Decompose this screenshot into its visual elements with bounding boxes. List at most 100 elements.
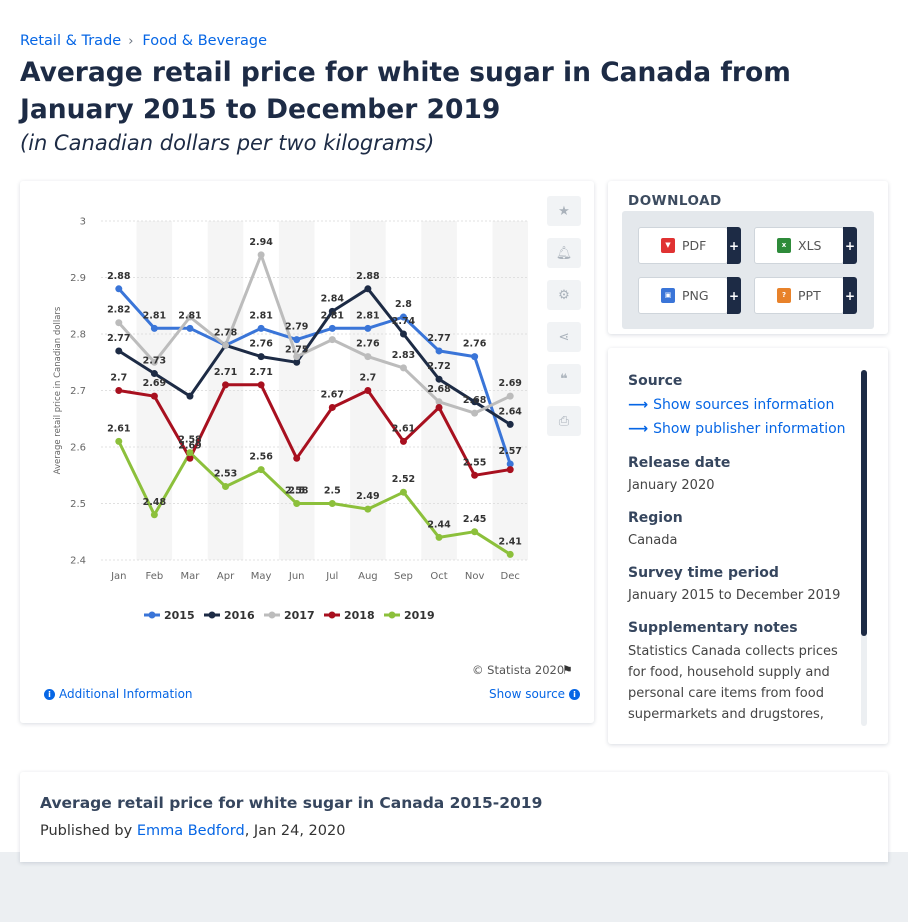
data-point-2018[interactable] — [293, 454, 301, 462]
series-line-2015[interactable] — [117, 287, 512, 465]
data-point-2016[interactable] — [364, 285, 372, 293]
show-publisher-link[interactable]: ⟶ Show publisher information — [628, 421, 846, 437]
data-point-2015[interactable] — [435, 347, 443, 355]
x-tick-label: Jan — [110, 571, 126, 582]
data-label-2019: 2.56 — [249, 452, 273, 463]
data-point-2015[interactable] — [150, 324, 158, 332]
data-point-2015[interactable] — [399, 313, 407, 321]
show-source-link[interactable]: Show source i — [489, 687, 584, 701]
data-point-2015[interactable] — [328, 324, 336, 332]
data-point-2019[interactable] — [399, 488, 407, 496]
legend-item-2018[interactable]: 2018 — [324, 609, 375, 622]
download-png-button[interactable]: ▣ PNG — [638, 277, 728, 314]
legend-item-2017[interactable]: 2017 — [264, 609, 315, 622]
bell-icon[interactable]: 🔔︎ — [547, 238, 581, 268]
show-sources-label: Show sources information — [653, 397, 835, 413]
data-point-2016[interactable] — [150, 370, 158, 378]
data-point-2019[interactable] — [328, 500, 336, 507]
data-point-2016[interactable] — [399, 330, 407, 338]
data-point-2019[interactable] — [150, 511, 158, 519]
data-point-2017[interactable] — [222, 341, 230, 349]
data-point-2018[interactable] — [399, 437, 407, 445]
x-tick-label: Sep — [394, 571, 413, 582]
data-point-2015[interactable] — [506, 460, 514, 468]
data-point-2018[interactable] — [150, 392, 158, 400]
data-point-2019[interactable] — [471, 528, 479, 536]
data-point-2017[interactable] — [186, 313, 194, 321]
series-line-2016[interactable] — [117, 287, 512, 426]
data-point-2015[interactable] — [186, 324, 194, 332]
release-date-label: Release date — [628, 455, 731, 471]
data-point-2016[interactable] — [257, 353, 265, 361]
data-label-2018: 2.69 — [143, 378, 166, 389]
data-point-2017[interactable] — [115, 319, 123, 327]
info-scrollbar[interactable] — [861, 370, 867, 726]
data-point-2016[interactable] — [186, 392, 194, 400]
data-point-2018[interactable] — [186, 454, 194, 462]
data-point-2017[interactable] — [364, 353, 372, 361]
data-point-2019[interactable] — [435, 533, 443, 541]
chart-credits[interactable]: © Statista 2020 — [472, 663, 565, 677]
data-point-2016[interactable] — [115, 347, 123, 355]
download-xls-button[interactable]: x XLS — [754, 227, 844, 264]
author-link[interactable]: Emma Bedford — [136, 823, 245, 839]
data-point-2019[interactable] — [364, 505, 372, 513]
data-point-2018[interactable] — [222, 381, 230, 389]
flag-icon[interactable]: ⚑ — [562, 663, 573, 677]
breadcrumb-food-beverage[interactable]: Food & Beverage — [142, 33, 268, 49]
print-icon[interactable]: ⎙ — [547, 406, 581, 436]
legend-item-2019[interactable]: 2019 — [384, 609, 435, 622]
series-line-2018[interactable] — [118, 383, 511, 477]
data-point-2019[interactable] — [293, 500, 301, 507]
data-point-2017[interactable] — [506, 392, 514, 400]
data-point-2017[interactable] — [328, 336, 336, 344]
data-point-2019[interactable] — [222, 483, 230, 491]
xls-file-icon: x — [777, 238, 791, 253]
quote-icon[interactable]: ❝ — [547, 364, 581, 394]
download-pdf-plus-button[interactable]: + — [727, 227, 741, 264]
data-point-2017[interactable] — [293, 353, 301, 361]
additional-info-link[interactable]: i Additional Information — [40, 687, 193, 701]
data-point-2019[interactable] — [257, 466, 265, 474]
data-point-2018[interactable] — [115, 387, 123, 394]
download-ppt-plus-button[interactable]: + — [843, 277, 857, 314]
data-point-2018[interactable] — [257, 381, 265, 389]
info-scrollbar-thumb[interactable] — [861, 370, 867, 636]
download-xls-plus-button[interactable]: + — [843, 227, 857, 264]
data-point-2019[interactable] — [186, 449, 194, 457]
data-point-2018[interactable] — [328, 403, 336, 411]
download-png-plus-button[interactable]: + — [727, 277, 741, 314]
data-point-2017[interactable] — [257, 251, 265, 259]
legend-item-2015[interactable]: 2015 — [144, 609, 195, 622]
download-pdf-button[interactable]: ▼ PDF — [638, 227, 728, 264]
series-line-2017[interactable] — [117, 253, 511, 415]
star-icon[interactable]: ★ — [547, 196, 581, 226]
data-point-2017[interactable] — [150, 358, 158, 366]
download-ppt-button[interactable]: ? PPT — [754, 277, 844, 314]
data-point-2019[interactable] — [506, 550, 514, 558]
data-point-2015[interactable] — [115, 285, 123, 293]
data-point-2018[interactable] — [471, 471, 479, 479]
legend-item-2016[interactable]: 2016 — [204, 609, 255, 622]
share-icon[interactable]: ⋖ — [547, 322, 581, 352]
breadcrumb-retail-trade[interactable]: Retail & Trade — [20, 33, 122, 49]
gear-icon[interactable]: ⚙ — [547, 280, 581, 310]
data-point-2015[interactable] — [293, 336, 301, 344]
show-sources-link[interactable]: ⟶ Show sources information — [628, 397, 834, 413]
data-point-2017[interactable] — [399, 364, 407, 372]
data-point-2016[interactable] — [293, 358, 301, 366]
data-point-2019[interactable] — [115, 437, 123, 445]
data-point-2017[interactable] — [471, 409, 479, 417]
data-point-2017[interactable] — [435, 398, 443, 406]
data-point-2018[interactable] — [506, 466, 514, 474]
data-point-2018[interactable] — [364, 387, 372, 394]
data-point-2015[interactable] — [471, 353, 479, 361]
data-point-2018[interactable] — [435, 403, 443, 411]
data-point-2015[interactable] — [257, 324, 265, 332]
data-point-2015[interactable] — [364, 324, 372, 332]
series-line-2019[interactable] — [117, 440, 512, 556]
data-point-2016[interactable] — [471, 398, 479, 406]
data-point-2016[interactable] — [435, 375, 443, 383]
data-point-2016[interactable] — [506, 420, 514, 428]
data-point-2016[interactable] — [328, 307, 336, 315]
